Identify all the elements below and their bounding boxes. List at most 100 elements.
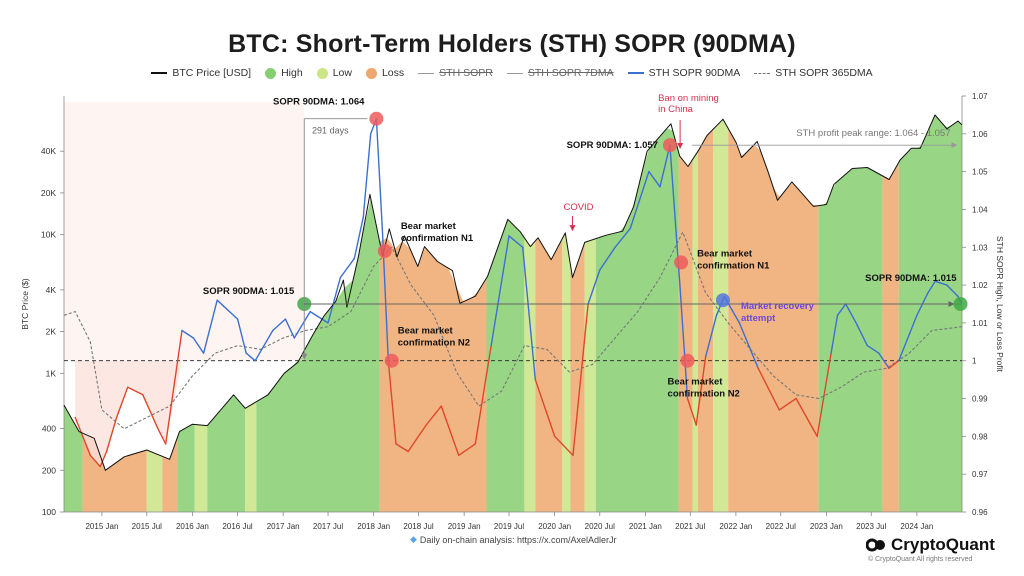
sopr-90dma-segment [115, 386, 129, 419]
sopr-90dma-segment [284, 318, 295, 339]
sopr-90dma-segment [309, 310, 329, 324]
x-tick-label: 2022 Jan [719, 522, 752, 531]
sopr-90dma-segment [629, 170, 650, 230]
annotation-bear-n2-2021-l2: confirmation N2 [668, 389, 740, 400]
annotation-bear-n1-2018-l2: confirmation N1 [401, 233, 474, 244]
sopr-90dma-segment [490, 235, 510, 347]
legend-swatch [627, 72, 644, 74]
chart-title: BTC: Short-Term Holders (STH) SOPR (90DM… [228, 30, 796, 58]
y-left-tick-label: 20K [41, 188, 56, 198]
series-sopr-90dma [74, 117, 963, 468]
regime-band-low [245, 401, 257, 512]
legend-item-6[interactable]: STH SOPR 90DMA [627, 67, 741, 79]
sopr-90dma-segment [339, 257, 355, 279]
x-tick-label: 2022 Jul [766, 522, 796, 531]
legend-swatch [316, 67, 328, 79]
regime-band-high [256, 198, 380, 512]
regime-band-high [818, 167, 883, 512]
series-btc-price [63, 114, 963, 471]
annotation-bear-n2-2018-l2: confirmation N2 [398, 338, 470, 349]
legend-swatch [506, 72, 523, 74]
x-tick-label: 2020 Jan [538, 522, 571, 531]
rights-text: © CryptoQuant All rights reserved [868, 556, 973, 563]
annotation-peak-2018: SOPR 90DMA: 1.064 [273, 97, 365, 108]
sopr-90dma-segment [126, 386, 144, 396]
regime-band-high [207, 395, 246, 512]
legend-item-5[interactable]: STH SOPR 7DMA [506, 67, 614, 79]
annotation-bear-n2-2018-l1: Bear market [398, 326, 454, 337]
annotation-bear-n1-2021-l2: confirmation N1 [697, 260, 770, 271]
marker-bear-n1-2018 [377, 244, 392, 259]
sopr-90dma-segment [395, 443, 409, 453]
marker-bear-n2-2018 [384, 353, 399, 368]
sopr-90dma-segment [888, 360, 900, 369]
annotation-peak-range: STH profit peak range: 1.064 - 1.057 [796, 128, 950, 139]
marker-end-2024 [953, 297, 968, 311]
x-tick-label: 2021 Jul [675, 522, 705, 531]
sopr-90dma-segment [686, 397, 697, 426]
y-left-tick-label: 40K [41, 146, 56, 156]
y-right-tick-label: 0.96 [972, 508, 988, 517]
sopr-90dma-segment [164, 329, 183, 445]
regime-band-low [584, 238, 596, 512]
sopr-90dma-segment [353, 216, 364, 260]
annotation-covid: COVID [563, 202, 593, 213]
annotation-recovery-l1: Market recovery [741, 301, 815, 312]
y-left-tick-label: 100 [42, 507, 56, 517]
legend-swatch [365, 67, 377, 79]
legend-label: STH SOPR 90DMA [648, 67, 741, 79]
y-left-tick-label: 2K [46, 327, 57, 337]
sopr-90dma-segment [474, 344, 492, 445]
x-tick-label: 2015 Jul [132, 522, 162, 531]
sopr-90dma-segment [458, 443, 476, 456]
regime-band-loss [570, 242, 585, 512]
sopr-90dma-segment [927, 280, 936, 294]
brand[interactable]: CryptoQuant [866, 535, 995, 555]
regime-bands [64, 115, 962, 513]
legend-item-7[interactable]: STH SOPR 365DMA [754, 67, 873, 79]
y-right-tick-label: 0.99 [972, 395, 988, 404]
legend-label: STH SOPR 365DMA [775, 67, 873, 79]
y-left-tick-label: 4K [46, 285, 57, 295]
marker-peak-2018 [369, 111, 384, 126]
diamond-hands-icon: ◆ [410, 534, 417, 544]
legend-item-1[interactable]: High [265, 67, 303, 79]
sopr-90dma-segment [236, 318, 247, 354]
legend-item-0[interactable]: BTC Price [USD] [151, 67, 251, 79]
regime-band-high [595, 128, 679, 512]
sopr-90dma-segment [704, 314, 718, 358]
x-tick-label: 2018 Jan [357, 522, 390, 531]
annotation-start-2017: SOPR 90DMA: 1.015 [203, 286, 295, 297]
regime-band-loss [162, 437, 178, 512]
regime-band-low [194, 424, 208, 512]
y-right-axis-title: STH SOPR High, Low or Loss Profit [995, 236, 1005, 373]
sopr-90dma-segment [425, 405, 442, 426]
x-tick-label: 2024 Jan [900, 522, 933, 531]
legend-label: STH SOPR 7DMA [527, 67, 614, 79]
sopr-90dma-segment [757, 367, 780, 411]
sopr-90dma-segment [738, 322, 759, 369]
sopr-90dma-segment [89, 454, 101, 468]
legend-item-3[interactable]: Loss [365, 67, 404, 79]
x-tick-label: 2017 Jul [313, 522, 343, 531]
annotation-bear-n1-2021-l1: Bear market [697, 248, 753, 259]
legend-label: High [281, 67, 303, 79]
y-left-tick-label: 10K [41, 230, 56, 240]
covid-arrow-head [569, 225, 576, 232]
legend-item-4[interactable]: STH SOPR [418, 67, 493, 79]
legend-label: Low [332, 67, 352, 79]
marker-peak-2021 [662, 138, 677, 153]
sopr-90dma-segment [845, 303, 857, 324]
sopr-90dma-segment [816, 352, 832, 438]
regime-band-loss [728, 128, 819, 512]
footer-credit-text: Daily on-chain analysis: https://x.com/A… [419, 534, 617, 545]
regime-band-loss [379, 238, 487, 512]
y-right-tick-label: 1.04 [972, 205, 988, 214]
legend-label: BTC Price [USD] [172, 67, 252, 79]
legend-item-2[interactable]: Low [316, 67, 352, 79]
regime-band-loss [678, 152, 693, 512]
peak-range-arrow [951, 142, 958, 149]
sopr-90dma-segment [254, 329, 274, 362]
days-bracket-arrow [301, 353, 308, 360]
sopr-90dma-segment [105, 416, 118, 453]
